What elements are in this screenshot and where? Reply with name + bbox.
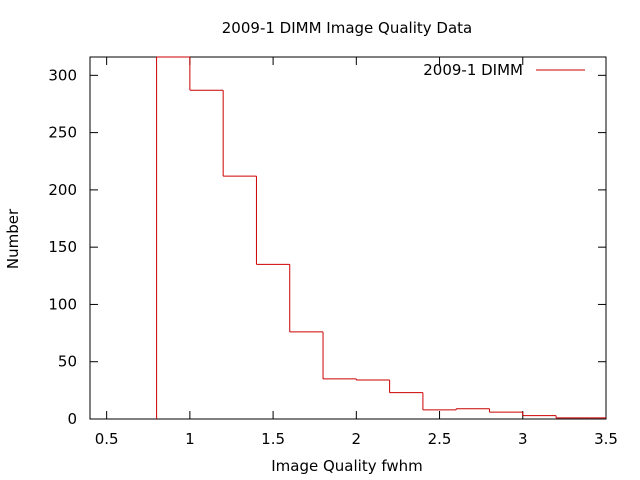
y-tick-label: 0 — [67, 410, 77, 428]
x-tick-label: 1.5 — [261, 430, 285, 448]
y-tick-label: 150 — [48, 238, 77, 256]
x-axis-ticks: 0.5 1 1.5 2 2.5 3 3.5 — [95, 57, 618, 448]
x-tick-label: 3 — [518, 430, 528, 448]
y-tick-label: 250 — [48, 124, 77, 142]
x-tick-label: 0.5 — [95, 430, 119, 448]
y-tick-label: 100 — [48, 295, 77, 313]
plot-border — [89, 56, 607, 420]
chart-title: 2009-1 DIMM Image Quality Data — [222, 19, 472, 37]
x-tick-label: 2.5 — [428, 430, 452, 448]
legend: 2009-1 DIMM — [423, 61, 585, 79]
x-axis-label: Image Quality fwhm — [271, 457, 423, 475]
histogram-series — [156, 56, 606, 419]
x-tick-label: 3.5 — [594, 430, 618, 448]
y-axis-label: Number — [4, 208, 22, 269]
y-tick-label: 200 — [48, 181, 77, 199]
y-axis-ticks: 0 50 100 150 200 250 300 — [48, 66, 606, 428]
plot-frame — [89, 56, 607, 420]
y-tick-label: 50 — [58, 353, 77, 371]
x-tick-label: 1 — [185, 430, 195, 448]
y-tick-label: 300 — [48, 66, 77, 84]
legend-label: 2009-1 DIMM — [423, 61, 523, 79]
x-tick-label: 2 — [352, 430, 362, 448]
